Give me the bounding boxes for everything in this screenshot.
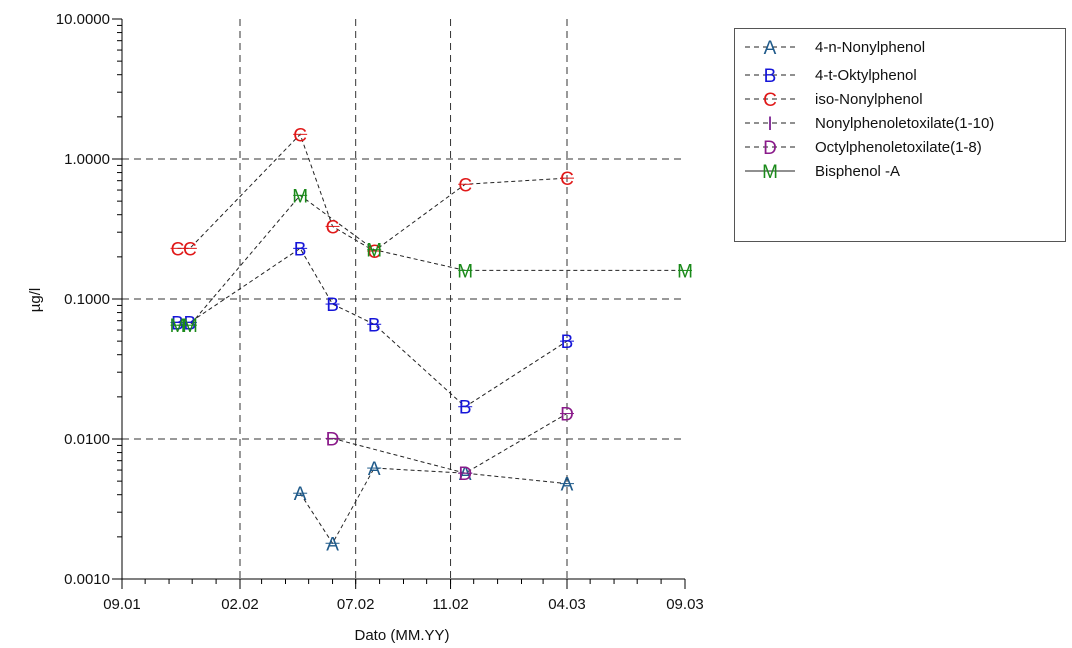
y-tick-label: 1.0000 [64, 151, 110, 168]
legend-marker-d: D [745, 138, 795, 157]
axes: 0.0010 0.0100 0.1000 1.0000 10.0000 09.01 02.0… [56, 11, 704, 613]
legend-marker-letter: D [763, 138, 777, 157]
data-point-m: M [182, 316, 198, 337]
data-point-a: A [326, 534, 339, 555]
legend-item: D Octylphenoletoxilate(1-8) [735, 137, 1065, 157]
series-lines [177, 133, 685, 545]
y-tick-label: 0.0010 [64, 571, 110, 588]
data-point-b: B [561, 332, 574, 353]
data-point-m: M [457, 261, 473, 282]
series-line-c [177, 133, 568, 252]
legend-marker-c: C [745, 90, 795, 109]
x-axis-label: Dato (MM.YY) [354, 627, 449, 644]
x-tick-label: 04.03 [548, 596, 586, 613]
data-point-a: A [368, 459, 381, 480]
legend-label: Bisphenol -A [815, 163, 901, 180]
data-point-c: C [560, 169, 574, 190]
legend-item: M Bisphenol -A [735, 161, 1065, 181]
legend-marker-letter: M [762, 162, 778, 181]
legend-marker-letter: B [764, 66, 777, 85]
legend-marker-letter: A [764, 38, 777, 57]
legend-marker-letter: I [767, 114, 772, 133]
y-tick-label: 0.1000 [64, 291, 110, 308]
data-point-b: B [171, 313, 184, 334]
series-line-a [299, 467, 568, 545]
data-point-d: D [560, 405, 574, 426]
legend-marker-a: A [745, 38, 795, 57]
data-point-b: B [294, 239, 307, 260]
legend-label: Octylphenoletoxilate(1-8) [815, 139, 982, 156]
data-point-b: B [459, 398, 472, 419]
data-point-m: M [677, 261, 693, 282]
data-point-b: B [184, 313, 197, 334]
legend-item: C iso-Nonylphenol [735, 89, 1065, 109]
x-tick-label: 07.02 [337, 596, 375, 613]
grid [122, 19, 685, 579]
legend-marker-b: B [745, 66, 795, 85]
data-point-b: B [326, 295, 339, 316]
legend-item: B 4-t-Oktylphenol [735, 65, 1065, 85]
legend-label: 4-n-Nonylphenol [815, 39, 926, 56]
legend-marker-i: I [745, 114, 795, 133]
x-tick-label: 02.02 [221, 596, 259, 613]
data-point-m: M [366, 241, 382, 262]
series-line-m [177, 194, 685, 326]
data-point-b: B [368, 315, 381, 336]
data-point-a: A [561, 475, 574, 496]
legend-label: 4-t-Oktylphenol [815, 67, 917, 84]
legend-item: I Nonylphenoletoxilate(1-10) [735, 113, 1065, 133]
data-point-d: D [458, 464, 472, 485]
legend-marker-letter: C [763, 90, 777, 109]
data-point-c: C [326, 217, 340, 238]
y-tick-label: 10.0000 [56, 11, 110, 28]
data-point-c: C [171, 239, 185, 260]
data-point-c: C [293, 125, 307, 146]
data-point-c: C [458, 175, 472, 196]
y-axis-label: µg/l [27, 288, 44, 313]
x-tick-label: 11.02 [432, 596, 468, 613]
legend-label: iso-Nonylphenol [815, 91, 923, 108]
legend: A 4-n-Nonylphenol B 4-t-Oktylphenol C is… [734, 28, 1066, 242]
data-point-m: M [170, 316, 186, 337]
data-point-a: A [459, 464, 472, 485]
series-line-d [332, 413, 568, 474]
data-point-d: D [326, 429, 340, 450]
x-tick-label: 09.03 [666, 596, 704, 613]
data-point-m: M [292, 186, 308, 207]
y-tick-label: 0.0100 [64, 431, 110, 448]
data-point-c: C [183, 239, 197, 260]
data-point-a: A [294, 484, 307, 505]
x-tick-label: 09.01 [103, 596, 141, 613]
data-point-c: C [367, 242, 381, 263]
legend-item: A 4-n-Nonylphenol [735, 37, 1065, 57]
legend-label: Nonylphenoletoxilate(1-10) [815, 115, 995, 132]
legend-marker-m: M [745, 162, 795, 181]
